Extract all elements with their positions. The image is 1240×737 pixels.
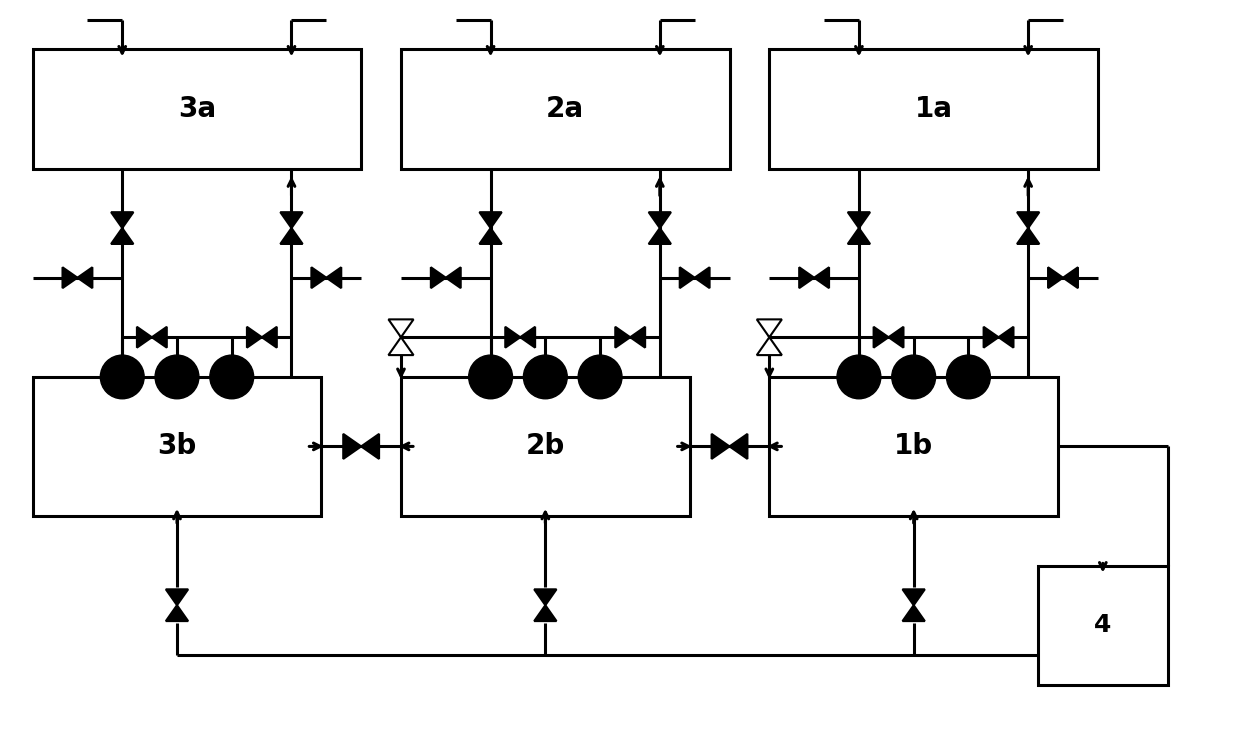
Circle shape <box>892 355 935 399</box>
Circle shape <box>946 355 991 399</box>
Text: 1b: 1b <box>894 433 934 461</box>
Polygon shape <box>247 326 262 348</box>
Text: 2a: 2a <box>546 95 584 123</box>
Polygon shape <box>649 228 671 244</box>
Polygon shape <box>874 326 889 348</box>
Polygon shape <box>311 268 326 288</box>
Polygon shape <box>62 268 77 288</box>
Polygon shape <box>903 590 925 605</box>
Circle shape <box>523 355 567 399</box>
Bar <box>1038 565 1168 685</box>
Circle shape <box>469 355 512 399</box>
Polygon shape <box>326 268 341 288</box>
Polygon shape <box>1063 268 1078 288</box>
Polygon shape <box>343 434 361 459</box>
Polygon shape <box>848 212 870 228</box>
Polygon shape <box>983 326 998 348</box>
Text: 4: 4 <box>1094 613 1111 637</box>
Bar <box>32 49 361 169</box>
Polygon shape <box>649 212 671 228</box>
Polygon shape <box>534 605 557 621</box>
Polygon shape <box>1017 212 1039 228</box>
Text: 1a: 1a <box>915 95 952 123</box>
Bar <box>401 377 689 516</box>
Polygon shape <box>680 268 694 288</box>
Polygon shape <box>136 326 151 348</box>
Polygon shape <box>903 605 925 621</box>
Circle shape <box>155 355 198 399</box>
Polygon shape <box>1048 268 1063 288</box>
Polygon shape <box>361 434 379 459</box>
Polygon shape <box>694 268 709 288</box>
Polygon shape <box>388 338 413 355</box>
Polygon shape <box>630 326 645 348</box>
Polygon shape <box>712 434 729 459</box>
Polygon shape <box>112 228 134 244</box>
Polygon shape <box>615 326 630 348</box>
Polygon shape <box>521 326 536 348</box>
Polygon shape <box>166 605 188 621</box>
Polygon shape <box>430 268 446 288</box>
Polygon shape <box>815 268 830 288</box>
Circle shape <box>578 355 622 399</box>
Bar <box>769 377 1058 516</box>
Polygon shape <box>800 268 815 288</box>
Polygon shape <box>729 434 748 459</box>
Circle shape <box>100 355 144 399</box>
Polygon shape <box>280 228 303 244</box>
Polygon shape <box>848 228 870 244</box>
Polygon shape <box>446 268 461 288</box>
Polygon shape <box>480 212 502 228</box>
Polygon shape <box>262 326 277 348</box>
Polygon shape <box>280 212 303 228</box>
Polygon shape <box>112 212 134 228</box>
Polygon shape <box>756 319 782 338</box>
Bar <box>32 377 321 516</box>
Text: 2b: 2b <box>526 433 565 461</box>
Polygon shape <box>388 319 413 338</box>
Polygon shape <box>505 326 521 348</box>
Polygon shape <box>77 268 92 288</box>
Polygon shape <box>151 326 167 348</box>
Polygon shape <box>166 590 188 605</box>
Polygon shape <box>1017 228 1039 244</box>
Bar <box>401 49 729 169</box>
Polygon shape <box>998 326 1013 348</box>
Polygon shape <box>480 228 502 244</box>
Text: 3b: 3b <box>157 433 197 461</box>
Bar <box>769 49 1097 169</box>
Polygon shape <box>534 590 557 605</box>
Polygon shape <box>889 326 904 348</box>
Circle shape <box>837 355 880 399</box>
Polygon shape <box>756 338 782 355</box>
Text: 3a: 3a <box>177 95 216 123</box>
Circle shape <box>210 355 254 399</box>
